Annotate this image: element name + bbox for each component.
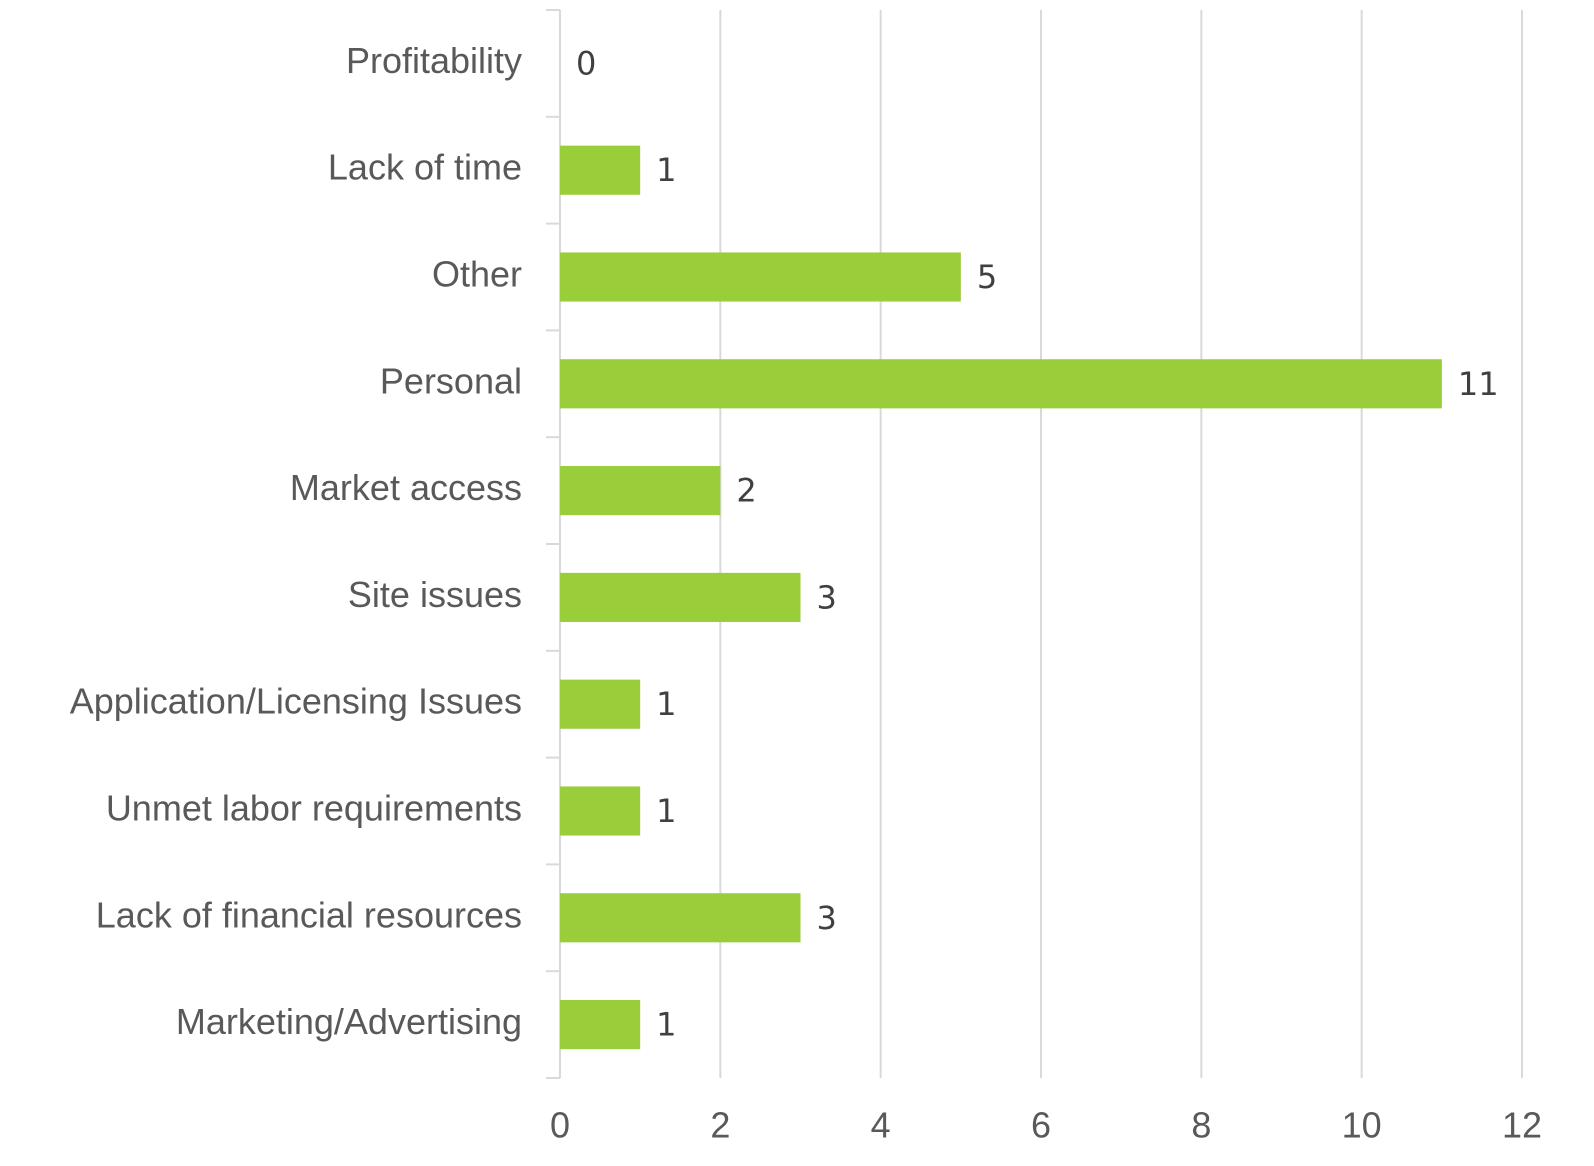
category-label: Lack of financial resources xyxy=(96,894,522,935)
value-label: 1 xyxy=(656,1006,676,1044)
category-label: Site issues xyxy=(348,574,522,615)
category-label: Profitability xyxy=(346,40,522,81)
category-label: Unmet labor requirements xyxy=(106,788,522,829)
bar xyxy=(560,893,801,943)
value-label: 11 xyxy=(1458,365,1499,403)
x-tick-label: 6 xyxy=(1031,1105,1051,1146)
x-tick-label: 4 xyxy=(871,1105,891,1146)
bar xyxy=(560,252,961,302)
category-label: Market access xyxy=(290,467,522,508)
bar xyxy=(560,359,1442,409)
x-tick-label: 8 xyxy=(1191,1105,1211,1146)
x-tick-label: 10 xyxy=(1342,1105,1382,1146)
bar xyxy=(560,572,801,622)
value-label: 1 xyxy=(656,685,676,723)
x-tick-label: 12 xyxy=(1502,1105,1542,1146)
value-label: 0 xyxy=(576,44,596,82)
value-label: 3 xyxy=(817,578,837,616)
value-label: 1 xyxy=(656,151,676,189)
value-label: 3 xyxy=(817,899,837,937)
bar xyxy=(560,786,641,836)
value-label: 1 xyxy=(656,792,676,830)
category-label: Personal xyxy=(380,360,522,401)
x-tick-label: 0 xyxy=(550,1105,570,1146)
category-label: Lack of time xyxy=(328,147,522,188)
category-label: Marketing/Advertising xyxy=(176,1001,522,1042)
value-label: 5 xyxy=(977,258,997,296)
category-label: Other xyxy=(432,254,522,295)
bar xyxy=(560,679,641,729)
bar xyxy=(560,1000,641,1050)
x-tick-label: 2 xyxy=(710,1105,730,1146)
value-label: 2 xyxy=(736,472,756,510)
category-label: Application/Licensing Issues xyxy=(70,681,522,722)
bar xyxy=(560,466,721,516)
bar xyxy=(560,145,641,195)
